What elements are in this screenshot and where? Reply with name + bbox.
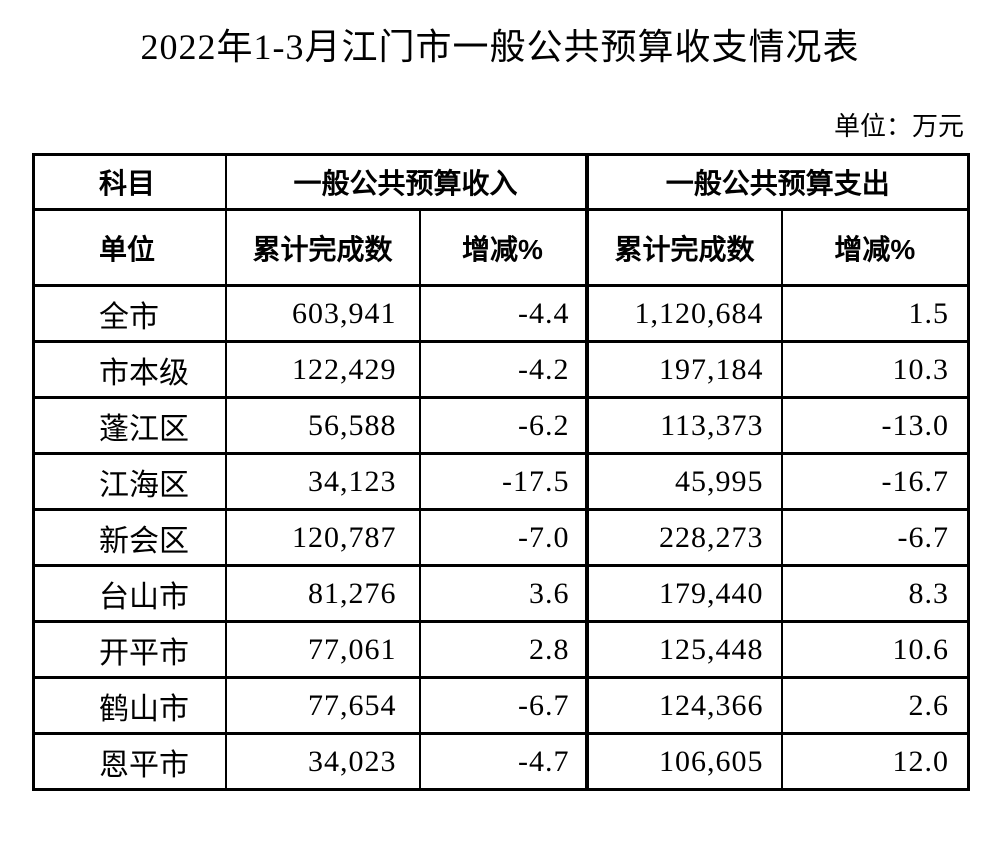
expense-change: 12.0: [780, 732, 970, 791]
income-change: -7.0: [418, 508, 588, 567]
header-expense-change: 增减%: [780, 208, 970, 287]
expense-change: 2.6: [780, 676, 970, 735]
row-unit: 台山市: [32, 564, 227, 623]
page-title: 2022年1-3月江门市一般公共预算收支情况表: [140, 27, 860, 67]
table-row: 开平市 77,061 2.8 125,448 10.6: [32, 620, 970, 679]
income-value: 81,276: [224, 564, 421, 623]
expense-change: -16.7: [780, 452, 970, 511]
table-row: 新会区 120,787 -7.0 228,273 -6.7: [32, 508, 970, 567]
expense-change: 10.3: [780, 340, 970, 399]
table-body: 全市 603,941 -4.4 1,120,684 1.5 市本级 122,42…: [32, 284, 970, 791]
header-subject: 科目: [32, 153, 227, 211]
header-expense-cumulative: 累计完成数: [584, 208, 783, 287]
row-unit: 江海区: [32, 452, 227, 511]
table-row: 恩平市 34,023 -4.7 106,605 12.0: [32, 732, 970, 791]
header-income-change: 增减%: [418, 208, 588, 287]
expense-change: -6.7: [780, 508, 970, 567]
header-expense-group: 一般公共预算支出: [584, 153, 970, 211]
table-row: 市本级 122,429 -4.2 197,184 10.3: [32, 340, 970, 399]
income-change: -4.4: [418, 284, 588, 343]
income-value: 34,123: [224, 452, 421, 511]
row-unit: 全市: [32, 284, 227, 343]
row-unit: 新会区: [32, 508, 227, 567]
header-column-row: 单位 累计完成数 增减% 累计完成数 增减%: [32, 208, 970, 287]
income-value: 56,588: [224, 396, 421, 455]
income-change: -4.2: [418, 340, 588, 399]
budget-table: 科目 一般公共预算收入 一般公共预算支出 单位 累计完成数 增减% 累计完成数 …: [32, 153, 971, 791]
income-change: -6.7: [418, 676, 588, 735]
income-change: -4.7: [418, 732, 588, 791]
expense-value: 113,373: [584, 396, 783, 455]
income-value: 120,787: [224, 508, 421, 567]
row-unit: 开平市: [32, 620, 227, 679]
table-row: 台山市 81,276 3.6 179,440 8.3: [32, 564, 970, 623]
row-unit: 市本级: [32, 340, 227, 399]
table-row: 江海区 34,123 -17.5 45,995 -16.7: [32, 452, 970, 511]
income-value: 603,941: [224, 284, 421, 343]
income-change: 3.6: [418, 564, 588, 623]
table-row: 全市 603,941 -4.4 1,120,684 1.5: [32, 284, 970, 343]
expense-change: 8.3: [780, 564, 970, 623]
header-unit: 单位: [32, 208, 227, 287]
row-unit: 鹤山市: [32, 676, 227, 735]
expense-change: 1.5: [780, 284, 970, 343]
income-change: -17.5: [418, 452, 588, 511]
table-row: 蓬江区 56,588 -6.2 113,373 -13.0: [32, 396, 970, 455]
income-change: -6.2: [418, 396, 588, 455]
expense-value: 45,995: [584, 452, 783, 511]
expense-change: 10.6: [780, 620, 970, 679]
income-value: 77,061: [224, 620, 421, 679]
expense-value: 197,184: [584, 340, 783, 399]
income-value: 77,654: [224, 676, 421, 735]
header-income-group: 一般公共预算收入: [224, 153, 588, 211]
income-change: 2.8: [418, 620, 588, 679]
header-income-cumulative: 累计完成数: [224, 208, 421, 287]
unit-note: 单位：万元: [833, 112, 964, 141]
expense-value: 1,120,684: [584, 284, 783, 343]
expense-value: 124,366: [584, 676, 783, 735]
expense-value: 106,605: [584, 732, 783, 791]
expense-value: 228,273: [584, 508, 783, 567]
expense-value: 179,440: [584, 564, 783, 623]
expense-change: -13.0: [780, 396, 970, 455]
header-group-row: 科目 一般公共预算收入 一般公共预算支出: [32, 153, 970, 211]
expense-value: 125,448: [584, 620, 783, 679]
income-value: 122,429: [224, 340, 421, 399]
row-unit: 蓬江区: [32, 396, 227, 455]
table-row: 鹤山市 77,654 -6.7 124,366 2.6: [32, 676, 970, 735]
table-header: 科目 一般公共预算收入 一般公共预算支出 单位 累计完成数 增减% 累计完成数 …: [32, 153, 970, 287]
income-value: 34,023: [224, 732, 421, 791]
row-unit: 恩平市: [32, 732, 227, 791]
